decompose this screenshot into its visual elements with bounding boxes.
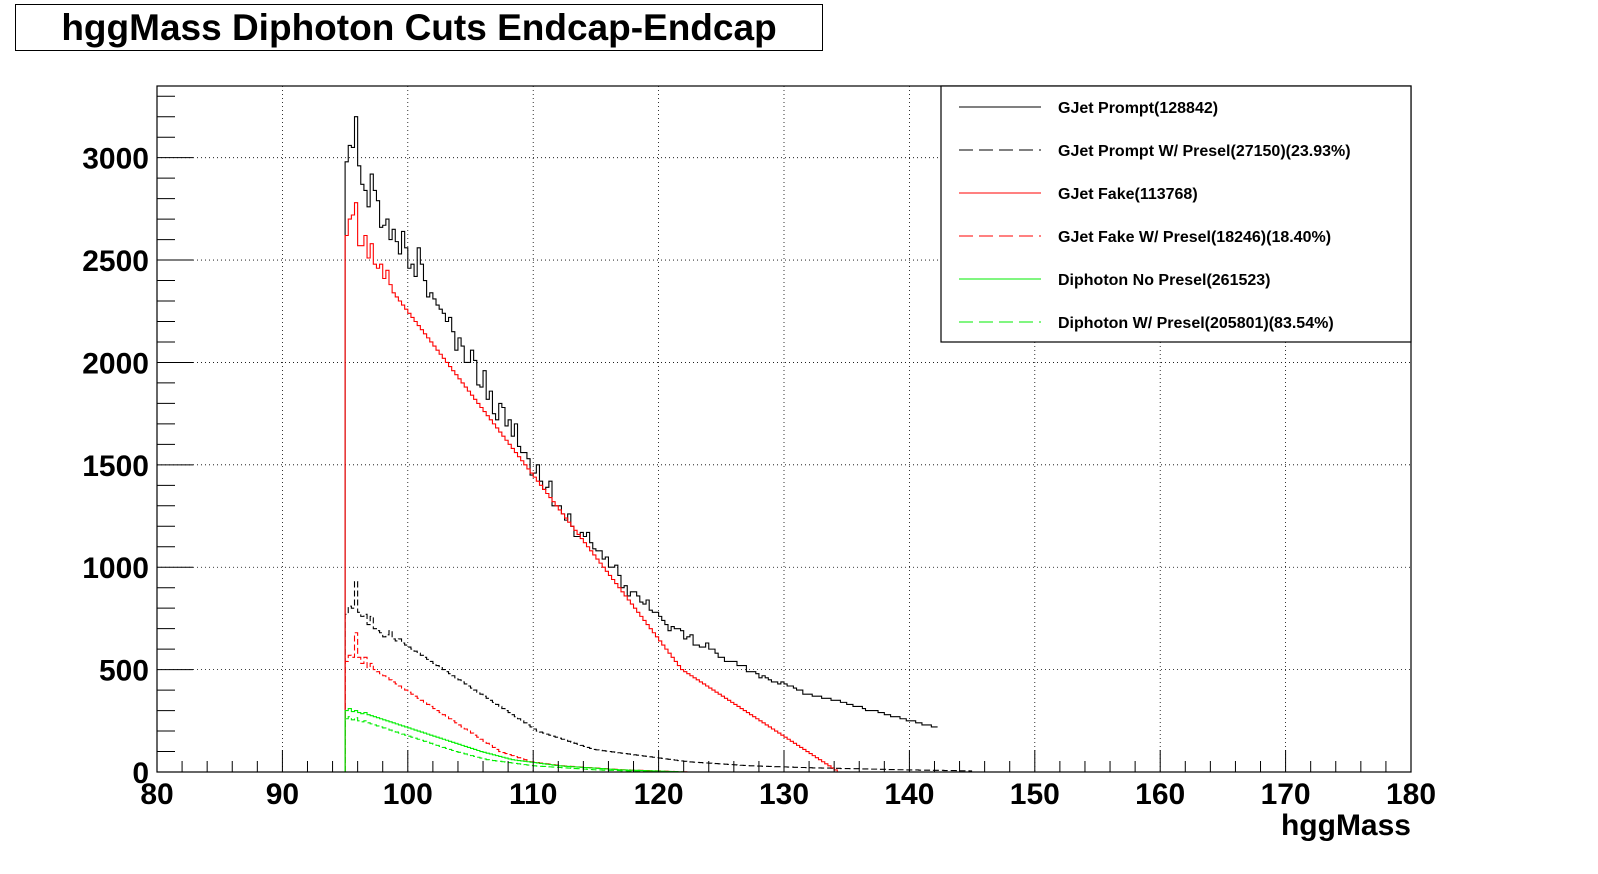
x-tick-label: 170 — [1261, 778, 1311, 811]
axis-labels: 80 90 100 110 120 130 140 150 160 170 180 0 500 1000 1… — [82, 143, 1436, 842]
legend-entry: Diphoton W/ Presel(205801)(83.54%) — [1058, 315, 1334, 332]
x-tick-label: 140 — [884, 778, 934, 811]
y-tick-label: 500 — [99, 655, 149, 688]
series-layer — [344, 116, 985, 773]
y-tick-label: 1000 — [82, 552, 149, 585]
x-tick-label: 120 — [634, 778, 684, 811]
y-tick-label: 2000 — [82, 347, 149, 380]
x-tick-label: 90 — [266, 778, 299, 811]
legend-box — [940, 85, 1412, 343]
x-tick-label: 130 — [759, 778, 809, 811]
x-tick-label: 180 — [1386, 778, 1436, 811]
y-tick-label: 1500 — [82, 450, 149, 483]
chart-title-box: hggMass Diphoton Cuts Endcap-Endcap — [15, 4, 823, 51]
x-tick-label: 80 — [140, 778, 173, 811]
x-axis-title: hggMass — [1281, 809, 1411, 842]
y-tick-label: 2500 — [82, 245, 149, 278]
y-tick-label: 0 — [132, 757, 149, 790]
chart-title: hggMass Diphoton Cuts Endcap-Endcap — [61, 6, 777, 48]
y-tick-label: 3000 — [82, 143, 149, 176]
x-tick-label: 150 — [1010, 778, 1060, 811]
x-tick-label: 100 — [383, 778, 433, 811]
x-tick-label: 110 — [509, 778, 557, 811]
series-line-1 — [344, 116, 938, 772]
series-line-3 — [344, 202, 985, 773]
legend-entry: Diphoton No Presel(261523) — [1058, 272, 1271, 289]
legend-entry: GJet Fake W/ Presel(18246)(18.40%) — [1058, 229, 1331, 246]
legend: GJet Prompt(128842) GJet Prompt W/ Presel… — [940, 85, 1412, 343]
x-tick-label: 160 — [1135, 778, 1185, 811]
axis-ticks — [156, 86, 1412, 773]
legend-entry: GJet Fake(113768) — [1058, 186, 1198, 203]
legend-entry: GJet Prompt W/ Presel(27150)(23.93%) — [1058, 143, 1351, 160]
legend-entry: GJet Prompt(128842) — [1058, 100, 1218, 117]
